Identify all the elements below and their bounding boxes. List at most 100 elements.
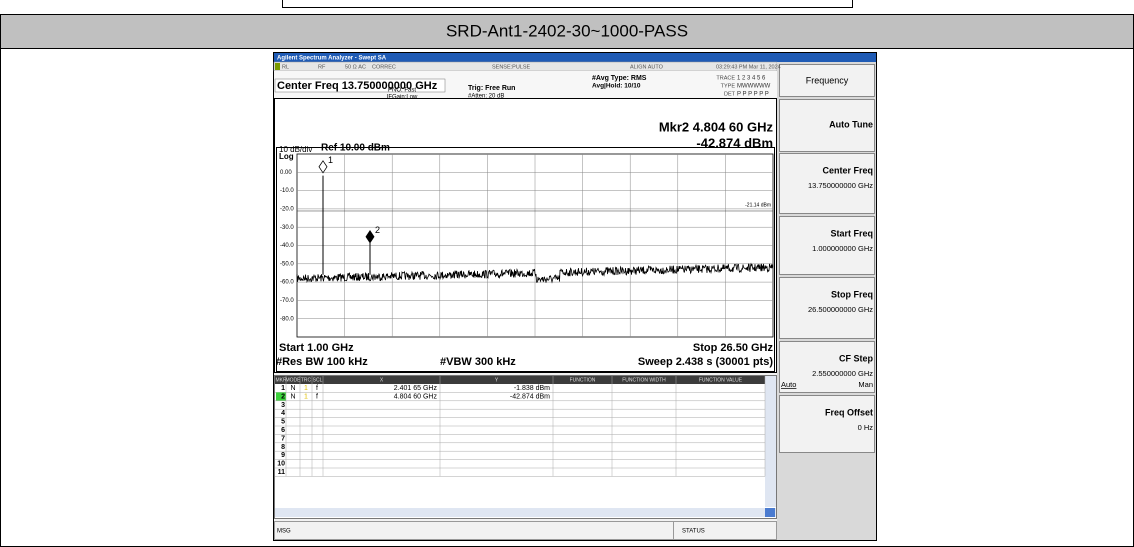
row-x: 4.804 60 GHz xyxy=(394,393,438,400)
softkey-label: Auto Tune xyxy=(829,119,873,129)
y-label: -20.0 xyxy=(280,206,294,212)
trace-info-values: MWWWWW xyxy=(737,84,771,90)
marker-readout-freq: Mkr2 4.804 60 GHz xyxy=(659,119,774,134)
table-header-cell: MODE xyxy=(286,377,302,383)
table-header-cell: Y xyxy=(495,377,499,383)
status-item: SENSE:PULSE xyxy=(492,64,531,70)
rbw: #Res BW 100 kHz xyxy=(276,356,368,368)
softkey[interactable] xyxy=(779,341,875,393)
graph-panel xyxy=(274,98,777,373)
table-header-cell: SCL xyxy=(313,377,323,383)
row-number: 3 xyxy=(281,402,285,409)
row-scale: f xyxy=(316,393,318,400)
menu-title-box xyxy=(779,64,875,97)
row-number: 9 xyxy=(281,452,285,459)
menu-title: Frequency xyxy=(806,75,849,85)
softkey-value: 0 Hz xyxy=(858,423,874,432)
scale: 10 dB/div xyxy=(279,145,312,154)
y-label: -70.0 xyxy=(280,298,294,304)
row-trace: 1 xyxy=(304,393,308,400)
horizontal-scrollbar xyxy=(275,508,776,517)
header-title: SRD-Ant1-2402-30~1000-PASS xyxy=(446,21,688,40)
row-number: 8 xyxy=(281,444,285,451)
avg-type: #Avg Type: RMS xyxy=(592,75,647,82)
vertical-scrollbar xyxy=(765,376,776,507)
row-number: 5 xyxy=(281,419,285,426)
status-item: RL xyxy=(282,64,289,70)
softkey[interactable] xyxy=(779,153,875,214)
vbw: #VBW 300 kHz xyxy=(440,356,516,368)
table-header xyxy=(275,376,765,384)
table-header-cell: FUNCTION VALUE xyxy=(699,377,743,383)
softkey-value: 26.500000000 GHz xyxy=(808,305,873,314)
trace-info-values: P P P P P P xyxy=(737,92,769,98)
status-item: RF xyxy=(318,64,326,70)
marker-diamond xyxy=(365,230,375,244)
stop-freq: Stop 26.50 GHz xyxy=(693,342,774,354)
marker-diamond xyxy=(318,160,328,174)
trace xyxy=(296,262,774,284)
row-mode: N xyxy=(290,393,295,400)
header-row xyxy=(1,15,1133,48)
softkey-label: Center Freq xyxy=(822,165,873,175)
softkey-value: 1.000000000 GHz xyxy=(812,244,873,253)
status-item: ALIGN AUTO xyxy=(630,64,664,70)
cf-man: Man xyxy=(858,380,873,389)
scroll-arrow[interactable] xyxy=(765,508,775,517)
msg: MSG xyxy=(277,529,291,535)
row-number: 7 xyxy=(281,435,285,442)
msg-bar xyxy=(274,521,777,540)
row-mode: N xyxy=(290,385,295,392)
y-label: -60.0 xyxy=(280,280,294,286)
y-label: -50.0 xyxy=(280,261,294,267)
marker-label: 1 xyxy=(328,155,333,165)
softkey-value: 13.750000000 GHz xyxy=(808,181,873,190)
softkey-label: Freq Offset xyxy=(825,407,873,417)
table-header-cell: FUNCTION WIDTH xyxy=(622,377,666,383)
trace-info-label: TRACE xyxy=(716,75,735,81)
softkey-label: CF Step xyxy=(839,353,874,363)
center-freq-box xyxy=(274,78,446,93)
window-title: Agilent Spectrum Analyzer - Swept SA xyxy=(277,56,387,62)
status-icon xyxy=(275,63,280,70)
y-label: -10.0 xyxy=(280,188,294,194)
status-item: 03:29:43 PM Mar 11, 2024 xyxy=(716,64,781,70)
avg-hold: Avg|Hold: 10/10 xyxy=(592,83,641,90)
row-trace: 1 xyxy=(304,385,308,392)
sweep: Sweep 2.438 s (30001 pts) xyxy=(638,356,773,368)
status: STATUS xyxy=(682,529,705,535)
softkey[interactable] xyxy=(779,216,875,275)
softkey[interactable] xyxy=(779,395,875,453)
row-number: 4 xyxy=(281,410,285,417)
table-header-cell: MKR xyxy=(275,377,287,383)
pno: PNO: Fast xyxy=(388,88,416,94)
cf-auto: Auto xyxy=(781,380,796,389)
softkey[interactable] xyxy=(779,277,875,339)
softkey-label: Stop Freq xyxy=(831,289,873,299)
log: Log xyxy=(279,152,294,161)
y-label: -30.0 xyxy=(280,225,294,231)
row-y: -42.874 dBm xyxy=(510,393,550,400)
table-header-cell: FUNCTION xyxy=(570,377,596,383)
trace-info-label: TYPE xyxy=(721,83,736,89)
row-number: 10 xyxy=(277,461,285,468)
ref-level: Ref 10.00 dBm xyxy=(321,143,390,154)
row-x: 2.401 65 GHz xyxy=(394,385,438,392)
softkey-label: Start Freq xyxy=(830,228,873,238)
table-header-cell: TRC xyxy=(301,377,312,383)
trig: Trig: Free Run xyxy=(468,85,515,92)
graph-grid: 0.00 -10.0 -20.0 -30.0 -40.0 -50.0 -60.0 -70.0 -… xyxy=(280,153,774,338)
y-label: -40.0 xyxy=(280,243,294,249)
center-freq: Center Freq 13.750000000 GHz xyxy=(277,80,438,92)
top-box xyxy=(282,0,853,8)
ifgain: IFGain:Low xyxy=(387,95,418,101)
status-item: CORREC xyxy=(372,64,396,70)
row-number: 6 xyxy=(281,427,285,434)
softkey[interactable] xyxy=(779,99,875,152)
trace-info-values: 1 2 3 4 5 6 xyxy=(737,76,766,82)
status-item: 50 Ω AC xyxy=(345,64,366,70)
row-number: 2 xyxy=(281,393,285,400)
atten: #Atten: 20 dB xyxy=(468,94,504,100)
